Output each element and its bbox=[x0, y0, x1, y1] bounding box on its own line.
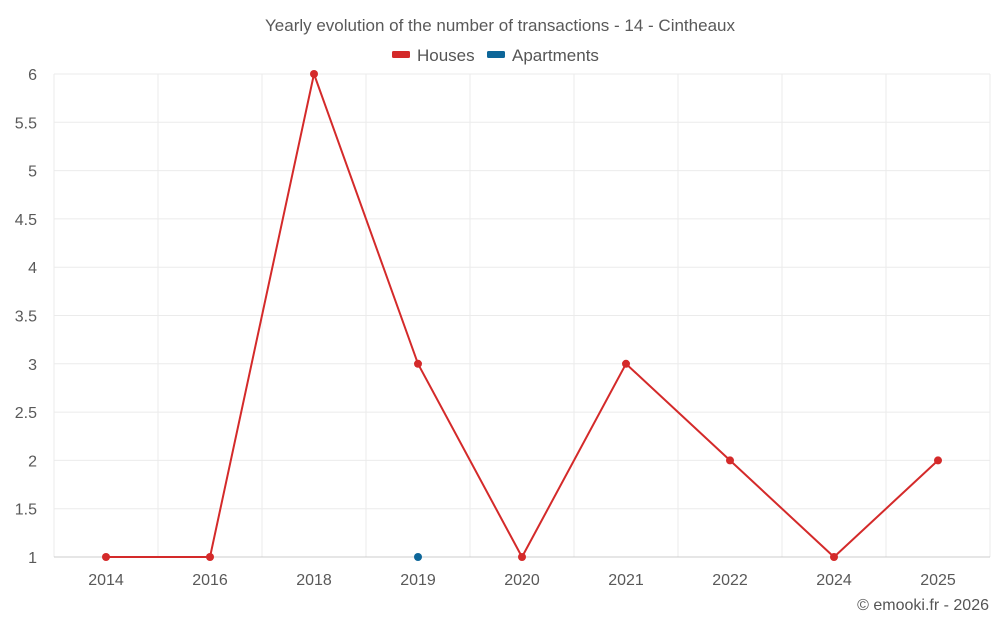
data-point-houses-2024[interactable] bbox=[830, 553, 838, 561]
grid-layer bbox=[53, 73, 991, 557]
data-point-houses-2021[interactable] bbox=[622, 359, 630, 368]
data-point-houses-2016[interactable] bbox=[206, 553, 214, 561]
chart-credit: © emooki.fr - 2026 bbox=[857, 597, 989, 614]
data-point-houses-2018[interactable] bbox=[310, 70, 318, 78]
y-tick-label: 5 bbox=[28, 164, 37, 181]
y-tick-label: 3.5 bbox=[15, 309, 37, 326]
x-tick-label: 2016 bbox=[192, 572, 228, 589]
legend-item-apartments[interactable]: Apartments bbox=[487, 46, 599, 65]
legend-item-houses[interactable]: Houses bbox=[392, 46, 475, 65]
data-point-houses-2014[interactable] bbox=[102, 553, 110, 561]
legend-swatch-houses bbox=[392, 51, 410, 58]
y-tick-label: 3 bbox=[28, 357, 37, 374]
x-axis-labels: 2014 2016 2018 2019 2020 2021 2022 2024 2025 bbox=[88, 572, 956, 589]
data-point-houses-2022[interactable] bbox=[726, 456, 734, 465]
x-tick-label: 2018 bbox=[296, 572, 332, 589]
x-tick-label: 2022 bbox=[712, 572, 748, 589]
y-axis-labels: 1 1.5 2 2.5 3 3.5 4 4.5 5 5.5 6 bbox=[15, 67, 37, 567]
y-tick-label: 2.5 bbox=[15, 405, 37, 422]
y-tick-label: 6 bbox=[28, 67, 37, 84]
x-tick-label: 2024 bbox=[816, 572, 852, 589]
x-tick-label: 2019 bbox=[400, 572, 436, 589]
legend: Houses Apartments bbox=[392, 46, 599, 65]
data-point-apartments-2019[interactable] bbox=[414, 553, 422, 561]
x-tick-label: 2021 bbox=[608, 572, 644, 589]
x-tick-label: 2020 bbox=[504, 572, 540, 589]
legend-label-apartments: Apartments bbox=[512, 46, 599, 65]
y-tick-label: 1 bbox=[28, 550, 37, 567]
y-tick-label: 5.5 bbox=[15, 115, 37, 132]
x-tick-label: 2025 bbox=[920, 572, 956, 589]
data-point-houses-2020[interactable] bbox=[518, 553, 526, 561]
y-tick-label: 1.5 bbox=[15, 502, 37, 519]
legend-swatch-apartments bbox=[487, 51, 505, 58]
y-tick-label: 2 bbox=[28, 453, 37, 470]
y-tick-label: 4.5 bbox=[15, 212, 37, 229]
legend-label-houses: Houses bbox=[417, 46, 475, 65]
chart-title: Yearly evolution of the number of transa… bbox=[265, 16, 735, 35]
x-tick-label: 2014 bbox=[88, 572, 124, 589]
data-point-houses-2019[interactable] bbox=[414, 359, 422, 368]
y-tick-label: 4 bbox=[28, 260, 37, 277]
data-point-houses-2025[interactable] bbox=[934, 456, 942, 465]
series-layer bbox=[102, 70, 942, 561]
